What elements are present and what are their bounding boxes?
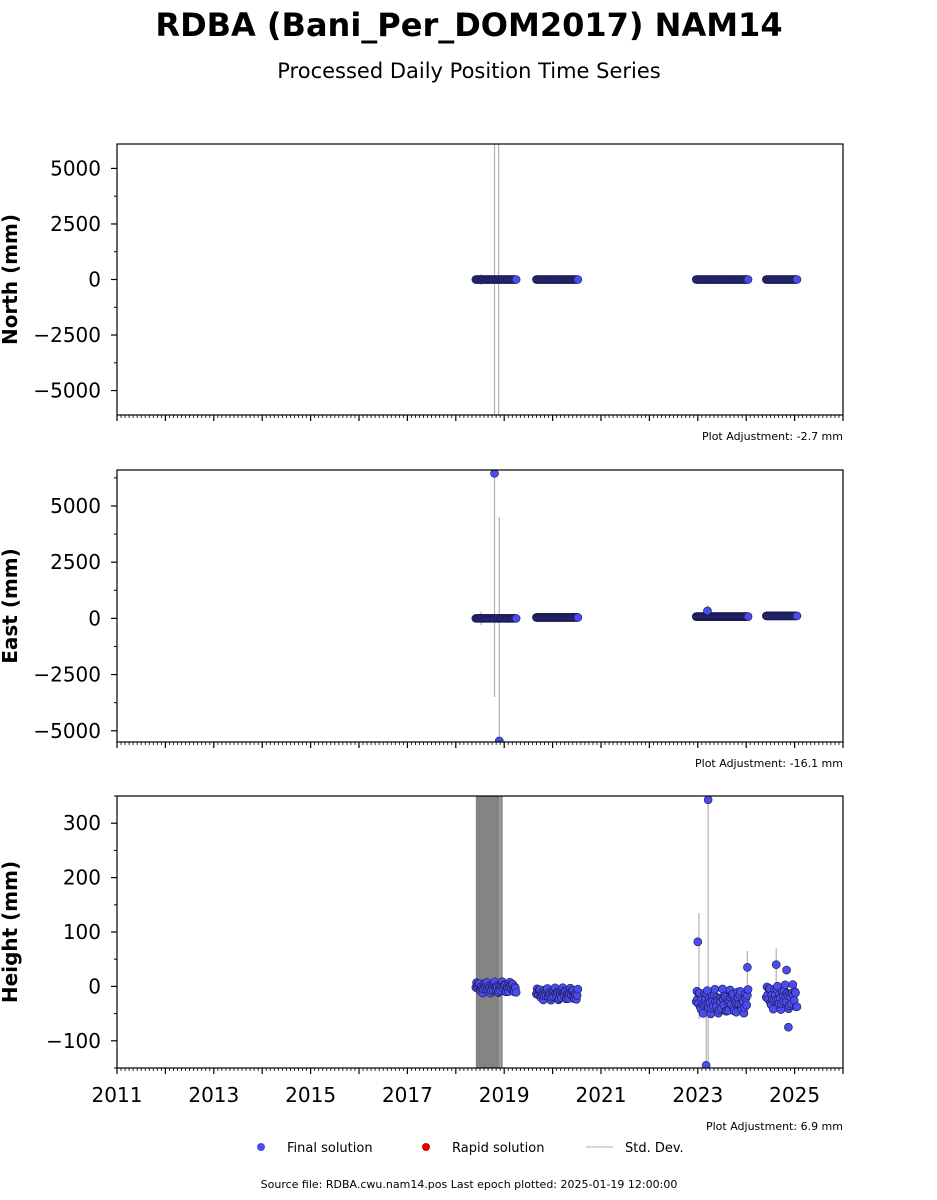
y-tick-label: −5000: [33, 719, 101, 743]
y-axis-label: East (mm): [0, 548, 22, 664]
plot-frame: [116, 469, 844, 743]
final-solution-point: [743, 275, 753, 284]
plot-adjustment-label: Plot Adjustment: -16.1 mm: [695, 757, 843, 770]
legend: Final solution Rapid solution Std. Dev.: [257, 1141, 684, 1156]
y-tick-label: 0: [88, 606, 101, 630]
y-tick-label: 2500: [50, 550, 101, 574]
legend-final-marker: [257, 1143, 265, 1151]
x-tick-label: 2019: [479, 1083, 530, 1107]
final-solution-point: [780, 980, 790, 990]
chart-subtitle: Processed Daily Position Time Series: [277, 59, 661, 83]
final-solution-point: [792, 611, 802, 621]
y-tick-label: 5000: [50, 494, 101, 518]
final-solution-point: [784, 1022, 793, 1032]
y-tick-label: 2500: [50, 212, 101, 236]
final-solution-point: [573, 984, 583, 994]
plot-area: [471, 144, 802, 415]
legend-rapid-marker: [422, 1143, 430, 1151]
north-panel: 5000 2500 0 −2500 −5000 North (mm) Plot Adjust…: [0, 143, 844, 443]
legend-final-label: Final solution: [287, 1141, 373, 1156]
final-solution-point: [494, 736, 504, 742]
final-solution-point: [573, 275, 583, 284]
y-axis-label: North (mm): [0, 214, 22, 345]
x-tick-label: 2023: [672, 1083, 723, 1107]
y-tick-label: −5000: [33, 379, 101, 403]
x-tick-label: 2025: [769, 1083, 820, 1107]
y-tick-label: 200: [63, 866, 101, 890]
legend-std-label: Std. Dev.: [625, 1141, 684, 1156]
final-solution-point: [511, 614, 521, 623]
x-tick-label: 2021: [576, 1083, 627, 1107]
legend-rapid-label: Rapid solution: [452, 1141, 544, 1156]
y-tick-label: −100: [46, 1029, 101, 1053]
height-panel: 300 200 100 0 −100 2011 2013 2015 2017 2019 2021 20…: [0, 795, 844, 1133]
x-tick-label: 2015: [285, 1083, 336, 1107]
final-solution-point: [743, 612, 753, 621]
final-solution-point: [771, 960, 781, 969]
east-panel: 5000 2500 0 −2500 −5000 East (mm) Plot Adjustm…: [0, 469, 844, 770]
source-footer: Source file: RDBA.cwu.nam14.pos Last epo…: [261, 1178, 678, 1191]
final-solution-point: [710, 984, 720, 994]
final-solution-point: [693, 937, 703, 947]
x-tick-label: 2017: [382, 1083, 433, 1107]
final-solution-point: [743, 985, 753, 994]
y-tick-label: −2500: [33, 323, 101, 347]
final-solution-point: [511, 988, 521, 997]
x-tick-label: 2013: [188, 1083, 239, 1107]
x-tick-label: 2011: [92, 1083, 143, 1107]
final-solution-point: [490, 470, 499, 478]
final-solution-point: [743, 963, 752, 972]
final-solution-point: [792, 275, 802, 284]
plot-adjustment-label: Plot Adjustment: 6.9 mm: [706, 1120, 843, 1133]
final-solution-point: [701, 1060, 711, 1068]
final-solution-point: [742, 1000, 751, 1010]
y-tick-label: −2500: [33, 663, 101, 687]
final-solution-point: [703, 606, 712, 616]
final-solution-point: [791, 988, 800, 998]
y-tick-label: 5000: [50, 156, 101, 180]
final-solution-point: [511, 275, 521, 284]
y-tick-label: 100: [63, 920, 101, 944]
final-solution-point: [782, 965, 791, 975]
final-solution-point: [573, 613, 583, 622]
y-tick-label: 300: [63, 811, 101, 835]
plot-adjustment-label: Plot Adjustment: -2.7 mm: [702, 430, 843, 443]
final-solution-point: [703, 796, 713, 805]
std-dev-band: [475, 796, 503, 1068]
y-axis-label: Height (mm): [0, 861, 22, 1003]
chart-title: RDBA (Bani_Per_DOM2017) NAM14: [155, 6, 782, 44]
y-tick-label: 0: [88, 268, 101, 292]
plot-area: [471, 470, 802, 742]
plot-area: [471, 796, 802, 1068]
y-tick-label: 0: [88, 974, 101, 998]
final-solution-point: [792, 1002, 802, 1012]
